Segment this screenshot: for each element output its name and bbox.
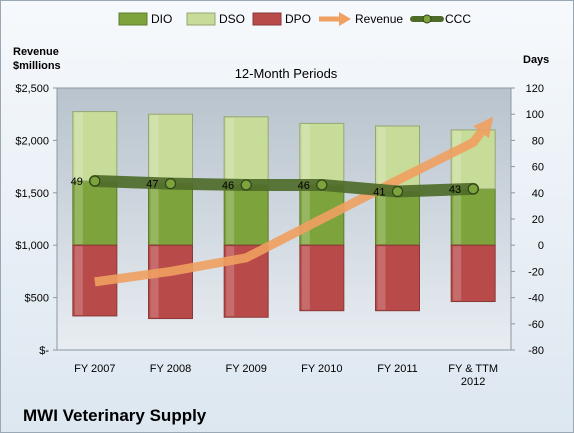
right-tick-label: 40 (532, 188, 544, 200)
right-tick-label: -80 (528, 345, 544, 357)
category-axis: FY 2007 FY 2008 FY 2009 FY 2010 FY 2011 FY & … (74, 363, 498, 388)
ccc-marker (316, 179, 328, 191)
ccc-data-label: 46 (222, 180, 234, 192)
right-tick-label: 20 (532, 214, 544, 226)
category-label: FY 2007 (74, 363, 115, 375)
ccc-marker (164, 178, 177, 190)
ccc-marker (467, 183, 479, 195)
dso-bar-highlight (74, 112, 83, 181)
dpo-bar-highlight (301, 246, 310, 310)
left-tick-label: $- (39, 345, 49, 357)
dio-bar-highlight (226, 185, 235, 245)
legend-label-dio: DIO (151, 12, 172, 26)
dso-bar-highlight (226, 117, 235, 184)
ccc-marker (240, 179, 252, 191)
dso-bar-highlight (377, 126, 386, 191)
left-axis: $- $500 $1,000 $1,500 $2,000 $2,500 (15, 83, 57, 357)
revenue-layer (94, 116, 494, 287)
legend-swatch-dso (186, 12, 216, 26)
right-tick-label: 100 (526, 109, 544, 121)
left-tick-label: $1,000 (15, 240, 49, 252)
dio-bar-highlight (377, 192, 386, 245)
ccc-marker (391, 185, 404, 198)
ccc-layer: 49 47 46 46 41 43 (71, 175, 480, 198)
legend-label-dpo: DPO (285, 12, 311, 26)
ccc-data-label: 49 (71, 176, 83, 188)
dpo-bar-highlight (74, 246, 83, 315)
plot-area (56, 87, 512, 351)
category-label: FY & TTM (448, 363, 498, 375)
dio-bar-highlight (150, 184, 159, 245)
category-label: FY 2011 (377, 363, 418, 375)
dpo-bar-highlight (453, 246, 462, 301)
category-label: FY 2009 (225, 363, 266, 375)
dpo-bar-highlight (377, 246, 386, 310)
left-tick-label: $1,500 (15, 188, 49, 200)
legend-label-ccc: CCC (445, 12, 471, 26)
legend-arrowhead-revenue (339, 12, 351, 26)
left-tick-label: $2,000 (15, 135, 49, 147)
right-tick-label: 60 (532, 162, 544, 174)
dso-bar-highlight (301, 124, 310, 184)
dpo-bar-highlight (150, 246, 159, 318)
company-title: MWI Veterinary Supply (23, 406, 207, 425)
legend-label-revenue: Revenue (355, 12, 403, 26)
legend: DIO DSO DPO Revenue CCC (118, 12, 471, 26)
category-label: FY 2010 (301, 363, 342, 375)
dio-bar-highlight (301, 185, 310, 245)
dpo-bar-highlight (226, 246, 235, 317)
dio-bar-highlight (453, 189, 462, 245)
right-tick-label: -40 (528, 293, 544, 305)
left-axis-title-line1: Revenue (13, 46, 59, 58)
legend-swatch-dio (118, 12, 148, 26)
legend-swatch-dpo (252, 12, 282, 26)
legend-marker-ccc (422, 14, 432, 24)
dso-bar-highlight (453, 130, 462, 188)
left-tick-label: $500 (25, 293, 49, 305)
ccc-line (88, 175, 480, 198)
left-axis-title-line2: $millions (13, 60, 61, 72)
right-tick-label: 120 (526, 83, 544, 95)
legend-label-dso: DSO (219, 12, 245, 26)
ccc-marker (89, 175, 101, 187)
chart-title: 12-Month Periods (235, 66, 338, 81)
category-label: FY 2008 (150, 363, 191, 375)
right-tick-label: 80 (532, 135, 544, 147)
left-tick-label: $2,500 (15, 83, 49, 95)
revenue-line (94, 116, 494, 287)
right-axis: -80 -60 -40 -20 0 20 40 60 80 100 120 (511, 83, 544, 357)
right-tick-label: -20 (528, 266, 544, 278)
dso-bar-highlight (150, 115, 159, 183)
ccc-data-label: 47 (146, 179, 158, 191)
category-label: 2012 (461, 376, 485, 388)
ccc-data-label: 43 (449, 184, 461, 196)
ccc-data-label: 41 (373, 186, 385, 198)
right-axis-title: Days (523, 54, 549, 66)
right-tick-label: 0 (538, 240, 544, 252)
ccc-data-label: 46 (298, 180, 310, 192)
dio-bar-highlight (74, 182, 83, 245)
right-tick-label: -60 (528, 319, 544, 331)
